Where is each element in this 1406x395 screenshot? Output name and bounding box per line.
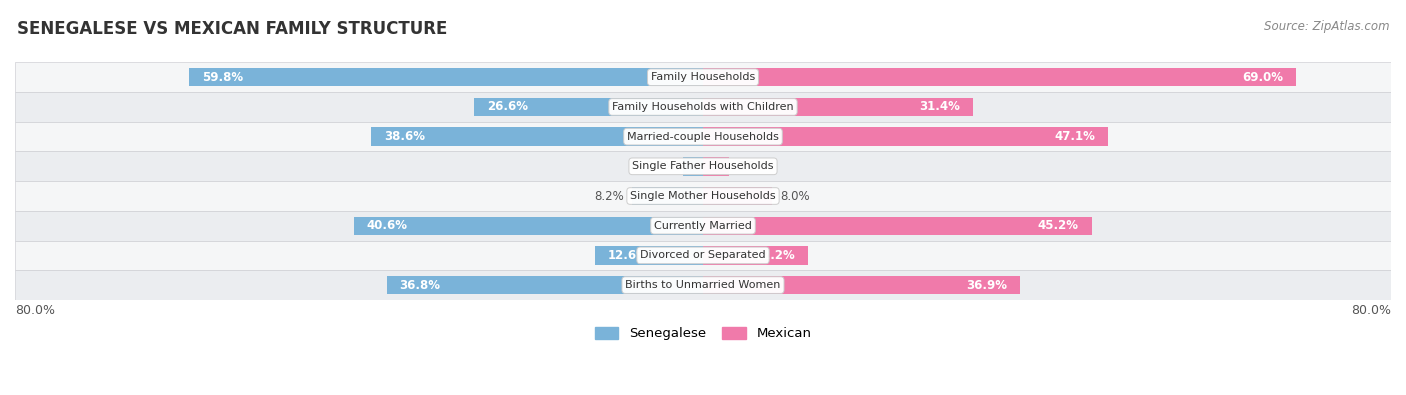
- Text: Married-couple Households: Married-couple Households: [627, 132, 779, 142]
- Bar: [683, 157, 703, 175]
- Bar: [703, 157, 728, 175]
- Bar: [703, 276, 1021, 294]
- Bar: [15, 270, 1391, 300]
- Bar: [15, 122, 1391, 151]
- Text: Single Mother Households: Single Mother Households: [630, 191, 776, 201]
- Bar: [15, 241, 1391, 270]
- Text: Family Households: Family Households: [651, 72, 755, 82]
- Bar: [371, 128, 703, 146]
- Text: Births to Unmarried Women: Births to Unmarried Women: [626, 280, 780, 290]
- Text: Single Father Households: Single Father Households: [633, 161, 773, 171]
- Text: 38.6%: 38.6%: [384, 130, 425, 143]
- Text: 40.6%: 40.6%: [367, 219, 408, 232]
- Text: Currently Married: Currently Married: [654, 221, 752, 231]
- Text: 26.6%: 26.6%: [486, 100, 529, 113]
- Bar: [474, 98, 703, 116]
- Text: 8.0%: 8.0%: [780, 190, 810, 203]
- Bar: [703, 128, 1108, 146]
- Text: 31.4%: 31.4%: [920, 100, 960, 113]
- Bar: [15, 62, 1391, 92]
- Text: Family Households with Children: Family Households with Children: [612, 102, 794, 112]
- Text: 3.0%: 3.0%: [737, 160, 768, 173]
- Bar: [15, 92, 1391, 122]
- Text: 12.6%: 12.6%: [607, 249, 648, 262]
- Text: 36.8%: 36.8%: [399, 278, 440, 292]
- Text: 59.8%: 59.8%: [201, 71, 243, 84]
- Text: Divorced or Separated: Divorced or Separated: [640, 250, 766, 260]
- Bar: [188, 68, 703, 87]
- Text: 80.0%: 80.0%: [15, 305, 55, 318]
- Bar: [703, 216, 1091, 235]
- Bar: [387, 276, 703, 294]
- Bar: [595, 246, 703, 265]
- Bar: [703, 246, 808, 265]
- Bar: [15, 211, 1391, 241]
- Text: Source: ZipAtlas.com: Source: ZipAtlas.com: [1264, 20, 1389, 33]
- Bar: [703, 187, 772, 205]
- Bar: [703, 68, 1296, 87]
- Text: 80.0%: 80.0%: [1351, 305, 1391, 318]
- Text: SENEGALESE VS MEXICAN FAMILY STRUCTURE: SENEGALESE VS MEXICAN FAMILY STRUCTURE: [17, 20, 447, 38]
- Text: 45.2%: 45.2%: [1038, 219, 1078, 232]
- Text: 36.9%: 36.9%: [966, 278, 1008, 292]
- Bar: [15, 181, 1391, 211]
- Text: 8.2%: 8.2%: [595, 190, 624, 203]
- Legend: Senegalese, Mexican: Senegalese, Mexican: [589, 322, 817, 346]
- Text: 47.1%: 47.1%: [1054, 130, 1095, 143]
- Bar: [354, 216, 703, 235]
- Text: 2.3%: 2.3%: [645, 160, 675, 173]
- Bar: [633, 187, 703, 205]
- Text: 69.0%: 69.0%: [1243, 71, 1284, 84]
- Bar: [15, 151, 1391, 181]
- Text: 12.2%: 12.2%: [754, 249, 794, 262]
- Bar: [703, 98, 973, 116]
